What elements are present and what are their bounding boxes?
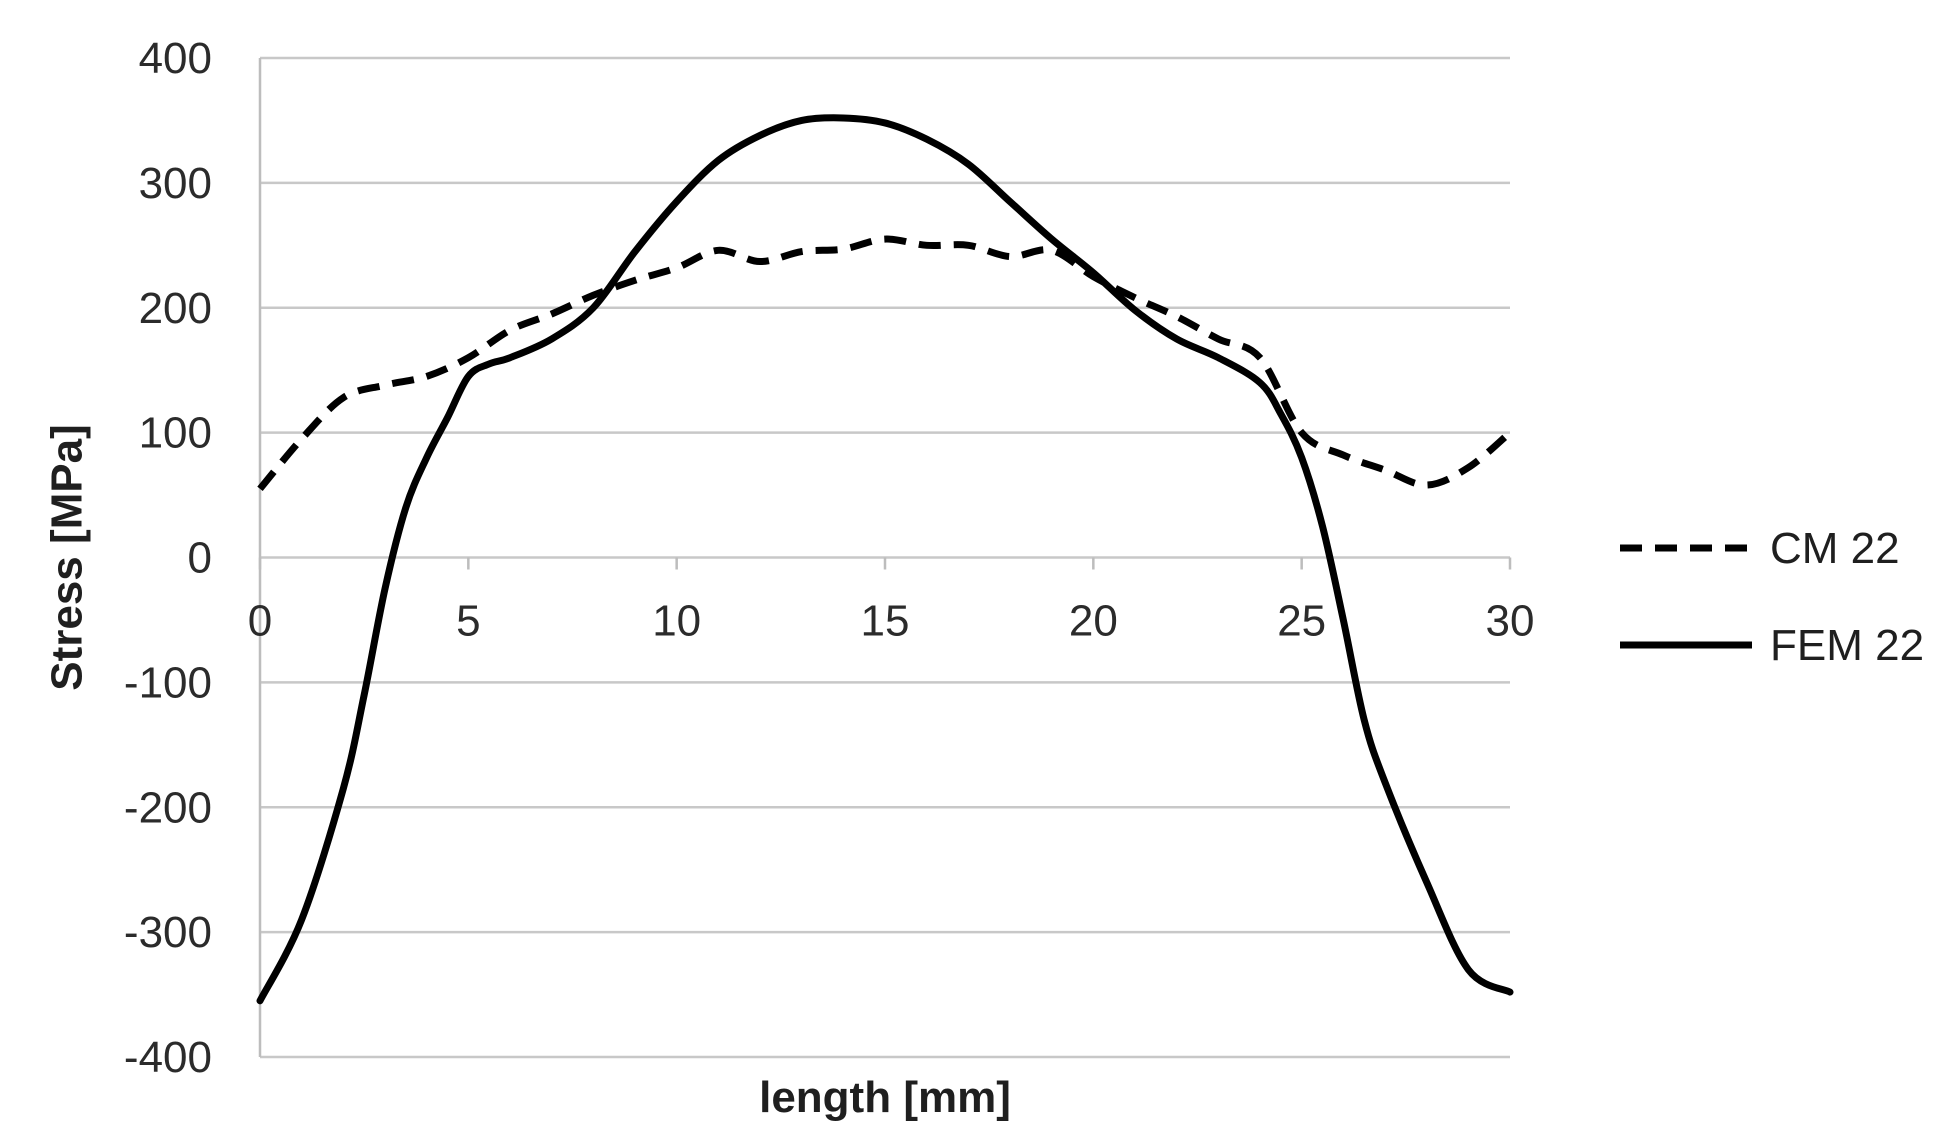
x-tick-label: 25 <box>1277 597 1326 646</box>
legend-label-fem-22: FEM 22 <box>1770 621 1924 670</box>
x-axis-title: length [mm] <box>759 1073 1011 1122</box>
x-tick-label: 0 <box>248 597 272 646</box>
y-tick-label: -100 <box>124 658 212 707</box>
y-tick-label: 300 <box>139 159 212 208</box>
x-tick-label: 20 <box>1069 597 1118 646</box>
x-tick-label: 5 <box>456 597 480 646</box>
series-layer <box>256 114 1514 1005</box>
series-line-cm-22 <box>257 235 1513 492</box>
x-tick-label: 15 <box>861 597 910 646</box>
legend-label-cm-22: CM 22 <box>1770 524 1900 573</box>
tick-label-layer: 400 300 200 100 0 -100 -200 -300 -400 0 5 10 15 20 25 3… <box>124 34 1535 1082</box>
y-tick-label: -300 <box>124 908 212 957</box>
y-tick-label: 100 <box>139 409 212 458</box>
y-axis-title: Stress [MPa] <box>43 424 92 691</box>
y-tick-label: 400 <box>139 34 212 83</box>
axis-layer <box>258 58 1512 1057</box>
x-tick-label: 10 <box>652 597 701 646</box>
y-tick-label: 0 <box>188 534 212 583</box>
series-line-fem-22 <box>256 114 1514 1005</box>
y-tick-label: -400 <box>124 1033 212 1082</box>
y-tick-label: -200 <box>124 783 212 832</box>
y-tick-label: 200 <box>139 284 212 333</box>
x-tick-label: 30 <box>1486 597 1535 646</box>
legend: CM 22 FEM 22 <box>1620 524 1924 670</box>
